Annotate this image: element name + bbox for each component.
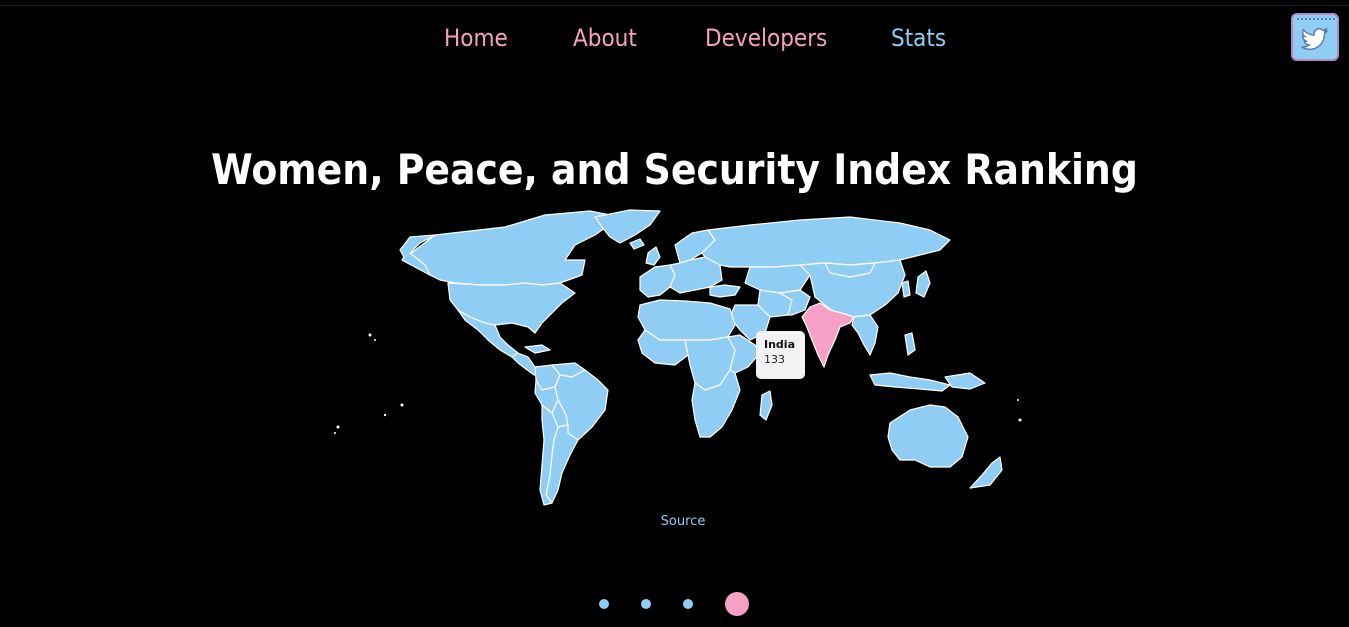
country-greenland[interactable]: [594, 209, 661, 244]
carousel-dot-2[interactable]: [641, 599, 651, 609]
country-europe-west[interactable]: [639, 264, 676, 298]
country-central-asia[interactable]: [744, 264, 811, 294]
carousel-dot-4[interactable]: [725, 592, 749, 616]
country-australia[interactable]: [887, 404, 969, 468]
country-turkey[interactable]: [709, 284, 741, 298]
nav-developers[interactable]: Developers: [705, 24, 828, 52]
country-uk[interactable]: [645, 246, 661, 266]
country-pakistan-afghanistan[interactable]: [779, 289, 811, 316]
country-caribbean[interactable]: [524, 344, 551, 354]
country-mongolia[interactable]: [824, 262, 876, 278]
nav-home[interactable]: Home: [444, 24, 508, 52]
country-india[interactable]: [801, 302, 855, 368]
country-madagascar[interactable]: [759, 390, 773, 421]
country-papua[interactable]: [944, 372, 986, 390]
country-canada[interactable]: [401, 210, 621, 286]
top-nav: Home About Developers Stats: [0, 22, 1349, 56]
country-korea[interactable]: [901, 280, 911, 298]
country-usa[interactable]: [447, 282, 576, 334]
country-philippines[interactable]: [904, 332, 916, 356]
country-chile[interactable]: [539, 404, 559, 506]
country-iceland[interactable]: [629, 238, 645, 250]
country-indonesia[interactable]: [869, 372, 951, 392]
twitter-icon: [1301, 27, 1328, 51]
country-alaska[interactable]: [399, 234, 436, 276]
tooltip-value: 133: [764, 353, 785, 366]
source-link[interactable]: Source: [660, 514, 706, 529]
carousel-dot-3[interactable]: [683, 599, 693, 609]
carousel-dots: [0, 590, 1349, 618]
nav-stats[interactable]: Stats: [891, 24, 947, 52]
country-east-africa[interactable]: [727, 334, 761, 374]
carousel-dot-1[interactable]: [599, 599, 609, 609]
country-new-zealand[interactable]: [969, 456, 1003, 489]
page-title: Women, Peace, and Security Index Ranking: [211, 145, 1138, 195]
twitter-button[interactable]: [1291, 13, 1339, 61]
country-southern-africa[interactable]: [691, 369, 741, 438]
tooltip-country: India: [764, 338, 795, 351]
country-russia[interactable]: [701, 216, 951, 268]
country-japan[interactable]: [915, 270, 931, 298]
map-tooltip: India 133: [756, 331, 805, 379]
country-west-africa[interactable]: [637, 329, 689, 366]
country-southeast-asia[interactable]: [851, 314, 879, 356]
country-europe-central[interactable]: [669, 256, 723, 294]
top-divider: [0, 5, 1349, 6]
notebook-spiral: [1297, 18, 1335, 24]
country-north-africa[interactable]: [637, 299, 736, 341]
world-map: [334, 209, 1022, 506]
nav-about[interactable]: About: [573, 24, 637, 52]
